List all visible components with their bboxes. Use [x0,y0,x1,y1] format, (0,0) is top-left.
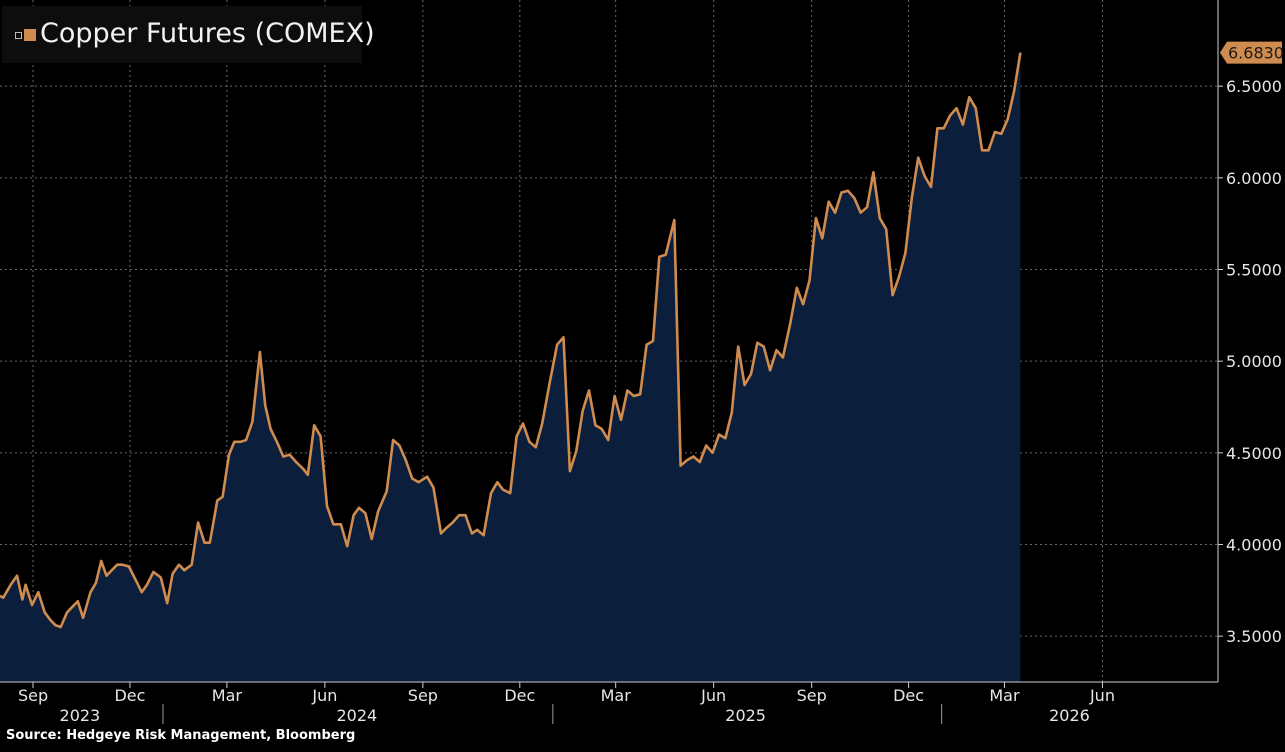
x-tick-label: Mar [212,686,243,705]
legend-label: Copper Futures (COMEX) [40,18,375,49]
x-year-label: 2026 [1049,706,1090,725]
x-year-label: 2025 [725,706,766,725]
legend-toggle-icon[interactable] [15,32,22,39]
x-tick-label: Dec [893,686,924,705]
series-line [0,52,1022,629]
last-value-label: 6.6830 [1228,44,1284,63]
x-tick-label: Sep [408,686,438,705]
x-tick-label: Dec [504,686,535,705]
y-tick-label: 6.5000 [1226,77,1282,96]
area-layer [0,52,1022,683]
x-tick-label: Sep [797,686,827,705]
x-year-label: 2023 [60,706,101,725]
y-tick-label: 3.5000 [1226,627,1282,646]
series-area-fill [0,52,1021,683]
x-year-label: 2024 [336,706,377,725]
y-tick-label: 5.5000 [1226,261,1282,280]
y-tick-label: 5.0000 [1226,352,1282,371]
x-tick-label: Mar [601,686,632,705]
x-tick-label: Jun [700,686,726,705]
last-value-tag [1220,41,1282,64]
y-tick-label: 4.5000 [1226,444,1282,463]
y-tick-label: 4.0000 [1226,536,1282,555]
y-tick-label: 6.0000 [1226,169,1282,188]
x-tick-label: Dec [114,686,145,705]
source-note: Source: Hedgeye Risk Management, Bloombe… [6,728,356,743]
x-tick-label: Mar [989,686,1020,705]
axis-layer: 3.5000 4.0000 4.5000 5.0000 5.5000 6.0000 6.50… [0,0,1284,725]
legend-swatch [24,29,36,41]
x-tick-label: Sep [18,686,48,705]
x-tick-label: Jun [311,686,337,705]
legend [2,6,362,63]
x-tick-label: Jun [1089,686,1115,705]
